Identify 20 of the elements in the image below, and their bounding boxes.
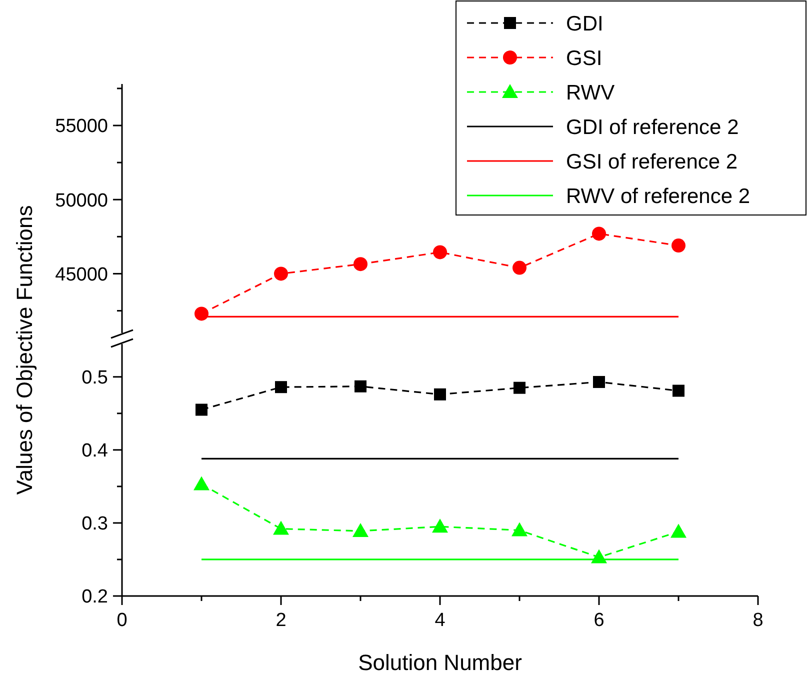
y-tick-label: 0.3 (82, 514, 108, 535)
x-tick-label: 8 (752, 610, 764, 631)
x-axis-title: Solution Number (358, 650, 522, 675)
legend-label: GDI of reference 2 (566, 116, 739, 139)
x-tick-label: 6 (594, 610, 604, 631)
y-tick-label: 0.4 (82, 440, 108, 462)
x-tick-label: 0 (116, 610, 128, 631)
y-tick-label: 50000 (55, 190, 108, 212)
legend-label: GSI of reference 2 (566, 150, 738, 174)
y-axis-title: Values of Objective Functions (12, 205, 37, 495)
y-tick-label: 0.2 (82, 586, 108, 608)
y-tick-label: 45000 (55, 264, 108, 286)
legend-label: RWV (566, 81, 615, 104)
x-tick-label: 4 (434, 610, 446, 631)
y-tick-label: 55000 (55, 116, 108, 138)
legend-label: GDI (566, 12, 604, 36)
legend-label: RWV of reference 2 (566, 184, 750, 208)
x-tick-label: 2 (276, 610, 286, 631)
legend-label: GSI (566, 46, 602, 70)
y-tick-label: 0.5 (82, 368, 108, 389)
